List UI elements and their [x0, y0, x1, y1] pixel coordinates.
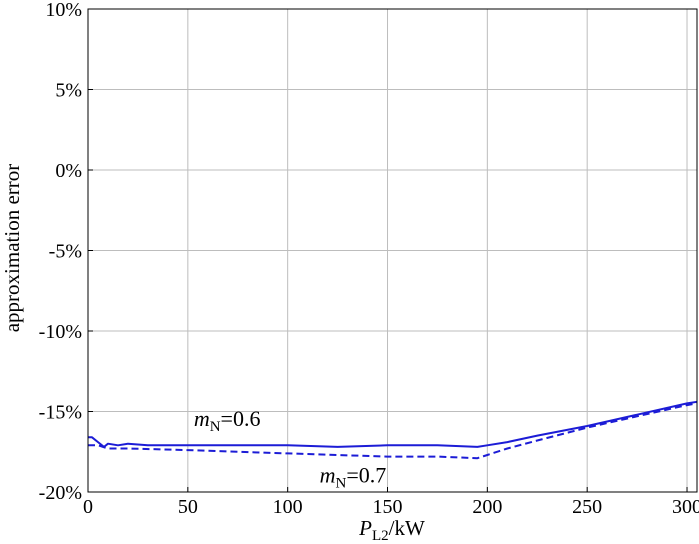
x-tick-label: 300 — [672, 496, 699, 518]
series-line-1 — [88, 400, 698, 448]
series-layer — [88, 400, 698, 460]
y-tick-label: 10% — [45, 0, 82, 21]
x-tick-label: 250 — [572, 496, 602, 518]
tick-labels: 0 50 100 150 200 250 300 -20% -15% -10% -5% 0% 5% 10% — [39, 0, 699, 518]
annotation-mn-07: mN=0.7 — [320, 462, 387, 491]
x-tick-label: 200 — [472, 496, 502, 518]
grid — [88, 9, 697, 492]
y-tick-label: 5% — [55, 80, 82, 102]
x-tick-label: 150 — [373, 496, 403, 518]
y-axis-label: approximation error — [0, 164, 24, 333]
x-axis-label-unit: /kW — [389, 516, 425, 540]
y-tick-label: -20% — [39, 482, 82, 504]
annotation-mn-07-symbol: m — [320, 462, 336, 487]
series-line-2 — [88, 402, 698, 460]
x-axis-label-symbol: P — [358, 516, 372, 540]
x-axis-label: PL2/kW — [358, 516, 425, 544]
y-tick-label: -15% — [39, 402, 82, 424]
annotation-mn-07-subscript: N — [336, 475, 347, 491]
x-tick-label: 50 — [178, 496, 198, 518]
x-axis-label-subscript: L2 — [372, 528, 389, 544]
x-tick-label: 100 — [273, 496, 303, 518]
y-tick-label: -5% — [49, 241, 82, 263]
x-tick-label: 0 — [83, 496, 93, 518]
annotation-mn-06-symbol: m — [194, 406, 210, 431]
annotation-mn-06: mN=0.6 — [194, 406, 261, 435]
annotation-mn-06-subscript: N — [210, 419, 221, 435]
y-tick-label: -10% — [39, 321, 82, 343]
y-tick-label: 0% — [55, 160, 82, 182]
annotation-mn-07-value: =0.7 — [346, 462, 386, 487]
annotation-mn-06-value: =0.6 — [221, 406, 261, 431]
